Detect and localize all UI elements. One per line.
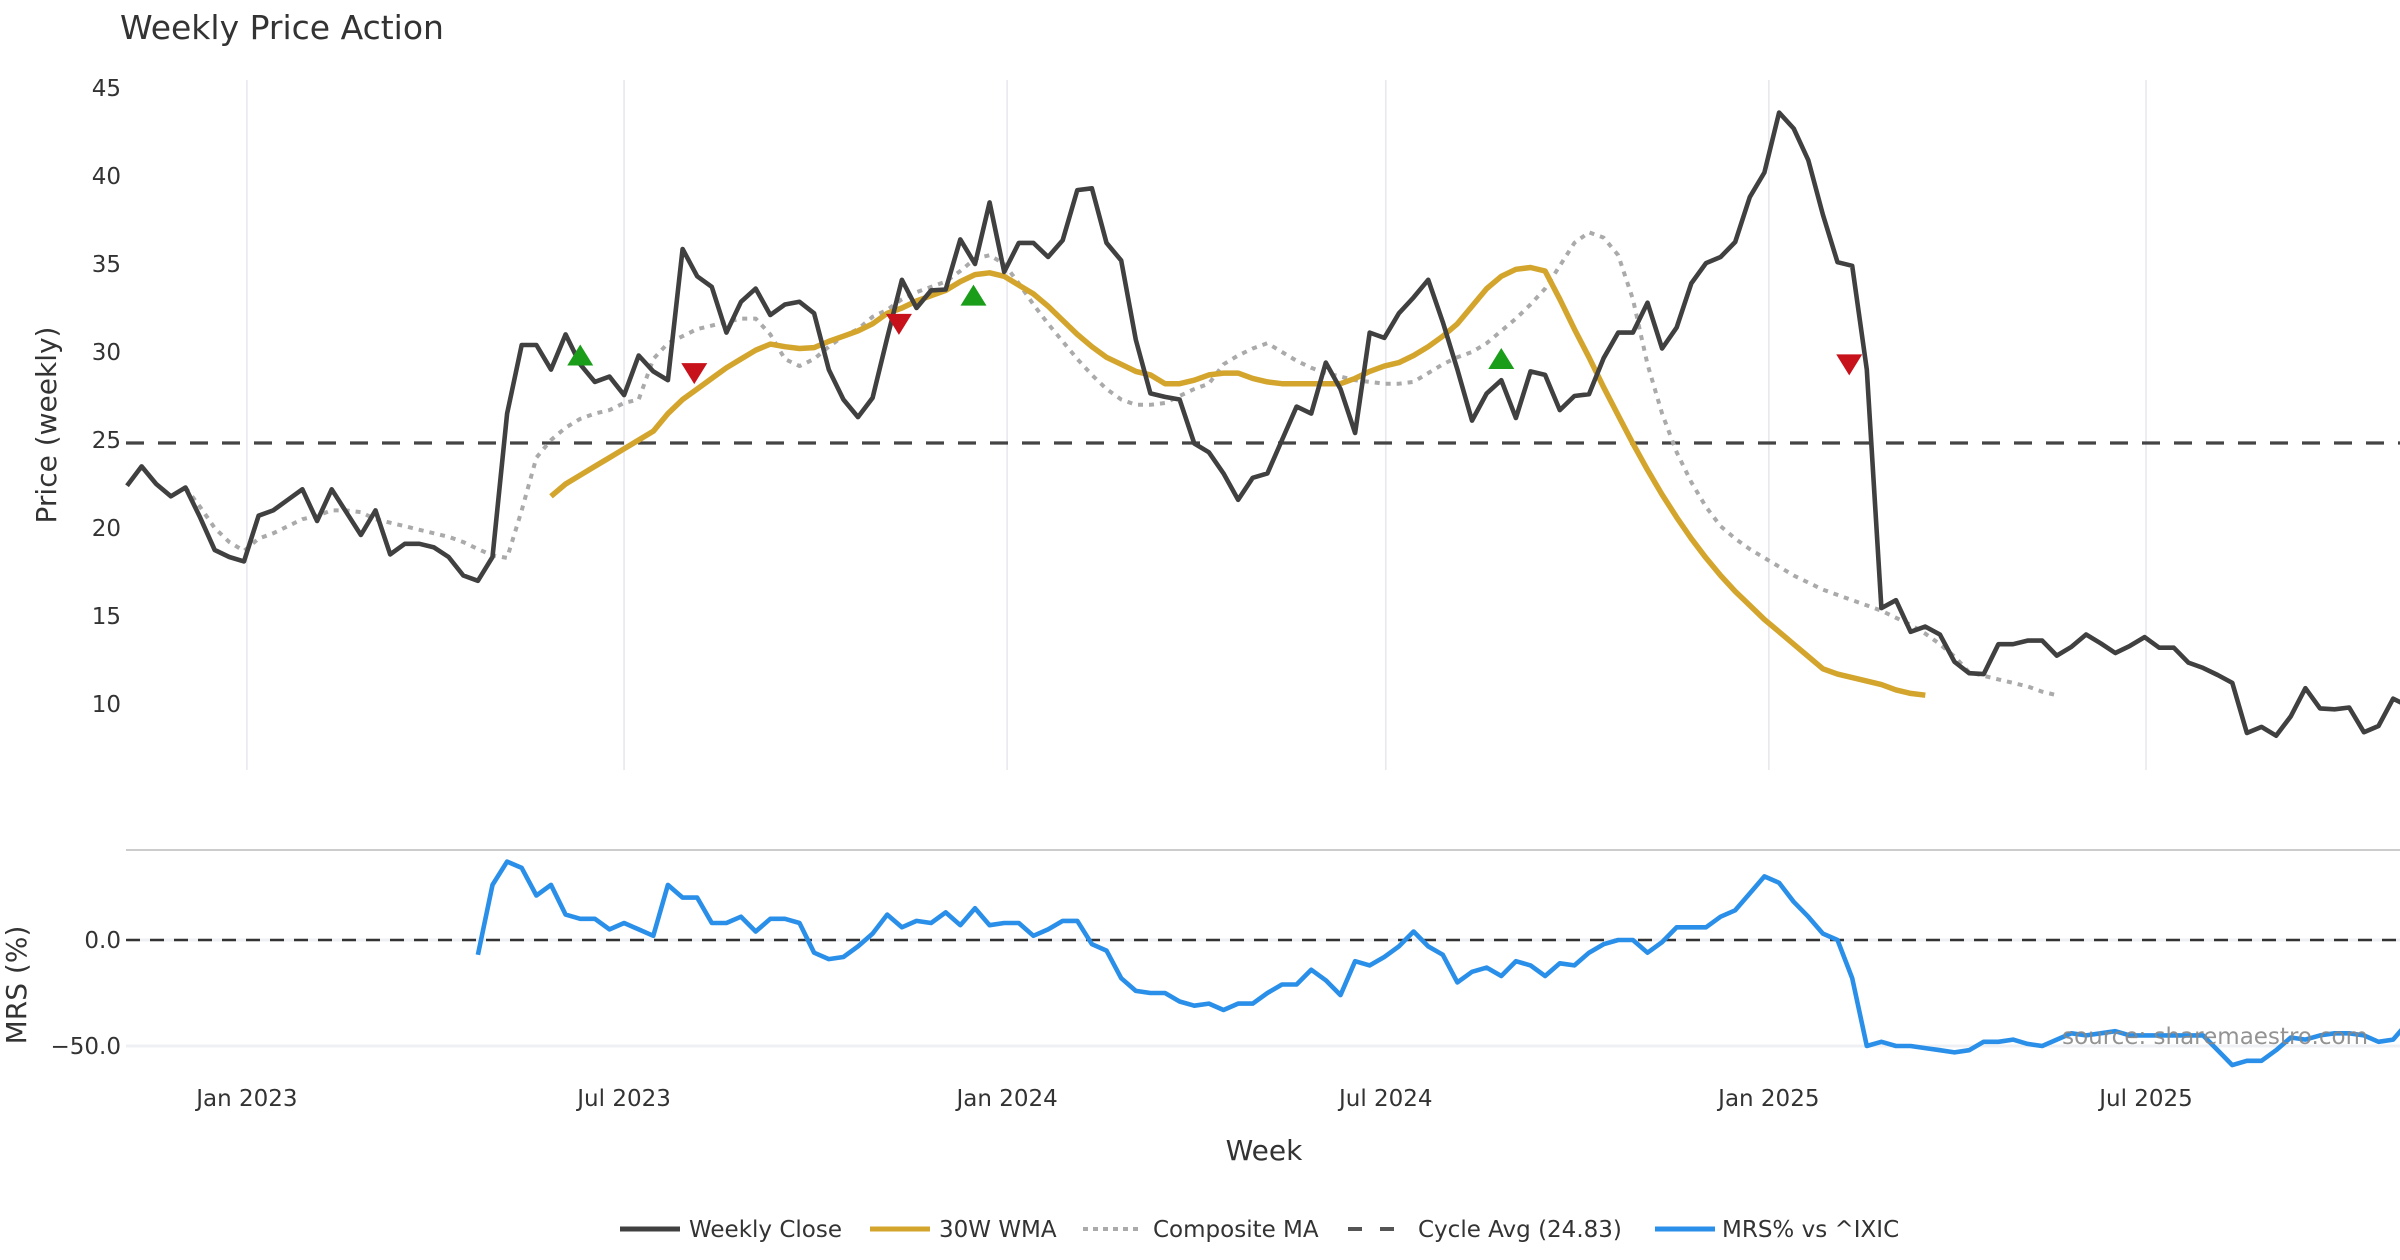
sell-signal-marker [1836, 354, 1863, 376]
source-watermark: source: sharemaestro.com [2062, 1024, 2368, 1050]
mrs-series-group [475, 859, 2400, 1068]
legend: Weekly Close 30W WMA Composite MA Cycle … [620, 1217, 1899, 1243]
buy-signal-marker [960, 284, 987, 306]
buy-signal-marker [1488, 348, 1515, 370]
x-tick-label: Jan 2025 [1716, 1086, 1819, 1112]
x-tick-label: Jan 2024 [954, 1086, 1057, 1112]
weekly-close-line [125, 110, 2400, 739]
legend-item-mrs[interactable]: MRS% vs ^IXIC [1655, 1217, 1899, 1243]
legend-item-30w-wma[interactable]: 30W WMA [870, 1217, 1057, 1243]
buy-signal-marker [567, 344, 594, 366]
mrs-y-axis-title: MRS (%) [0, 926, 33, 1045]
price-y-tick-label: 35 [92, 252, 121, 278]
price-y-tick-label: 20 [92, 516, 121, 542]
x-tick-label: Jul 2023 [575, 1086, 671, 1112]
x-axis-title: Week [1226, 1134, 1303, 1167]
wma-30w-line [549, 264, 1926, 698]
price-series-group [125, 110, 2400, 739]
legend-label-mrs: MRS% vs ^IXIC [1722, 1217, 1899, 1243]
price-y-tick-label: 15 [92, 604, 121, 630]
mrs-y-tick-label: −50.0 [51, 1034, 121, 1060]
price-y-tick-label: 10 [92, 692, 121, 718]
x-tick-label: Jul 2024 [1337, 1086, 1433, 1112]
price-y-tick-label: 30 [92, 340, 121, 366]
sell-signal-marker [681, 363, 708, 385]
legend-label-weekly-close: Weekly Close [689, 1217, 842, 1243]
mrs-line [475, 859, 2400, 1068]
price-y-axis: 10 15 20 25 30 35 40 45 [92, 76, 121, 718]
x-tick-label: Jul 2025 [2097, 1086, 2193, 1112]
sell-signal-marker [885, 313, 912, 335]
mrs-y-tick-label: 0.0 [84, 928, 121, 954]
price-y-axis-title: Price (weekly) [30, 327, 63, 524]
legend-item-cycle-avg[interactable]: Cycle Avg (24.83) [1348, 1217, 1622, 1243]
legend-label-cycle-avg: Cycle Avg (24.83) [1418, 1217, 1622, 1243]
price-y-tick-label: 25 [92, 428, 121, 454]
legend-label-30w-wma: 30W WMA [939, 1217, 1057, 1243]
chart-title: Weekly Price Action [120, 8, 444, 47]
x-tick-label: Jan 2023 [194, 1086, 297, 1112]
mrs-y-axis: 0.0 −50.0 [51, 928, 2400, 1060]
composite-ma-line [183, 230, 2058, 698]
price-y-tick-label: 45 [92, 76, 121, 102]
price-y-tick-label: 40 [92, 164, 121, 190]
vertical-gridlines [246, 80, 2147, 770]
legend-label-composite-ma: Composite MA [1153, 1217, 1319, 1243]
legend-item-weekly-close[interactable]: Weekly Close [620, 1217, 842, 1243]
legend-item-composite-ma[interactable]: Composite MA [1083, 1217, 1319, 1243]
x-axis: Jan 2023 Jul 2023 Jan 2024 Jul 2024 Jan 2025… [194, 1086, 2193, 1112]
signal-markers [567, 284, 1863, 385]
